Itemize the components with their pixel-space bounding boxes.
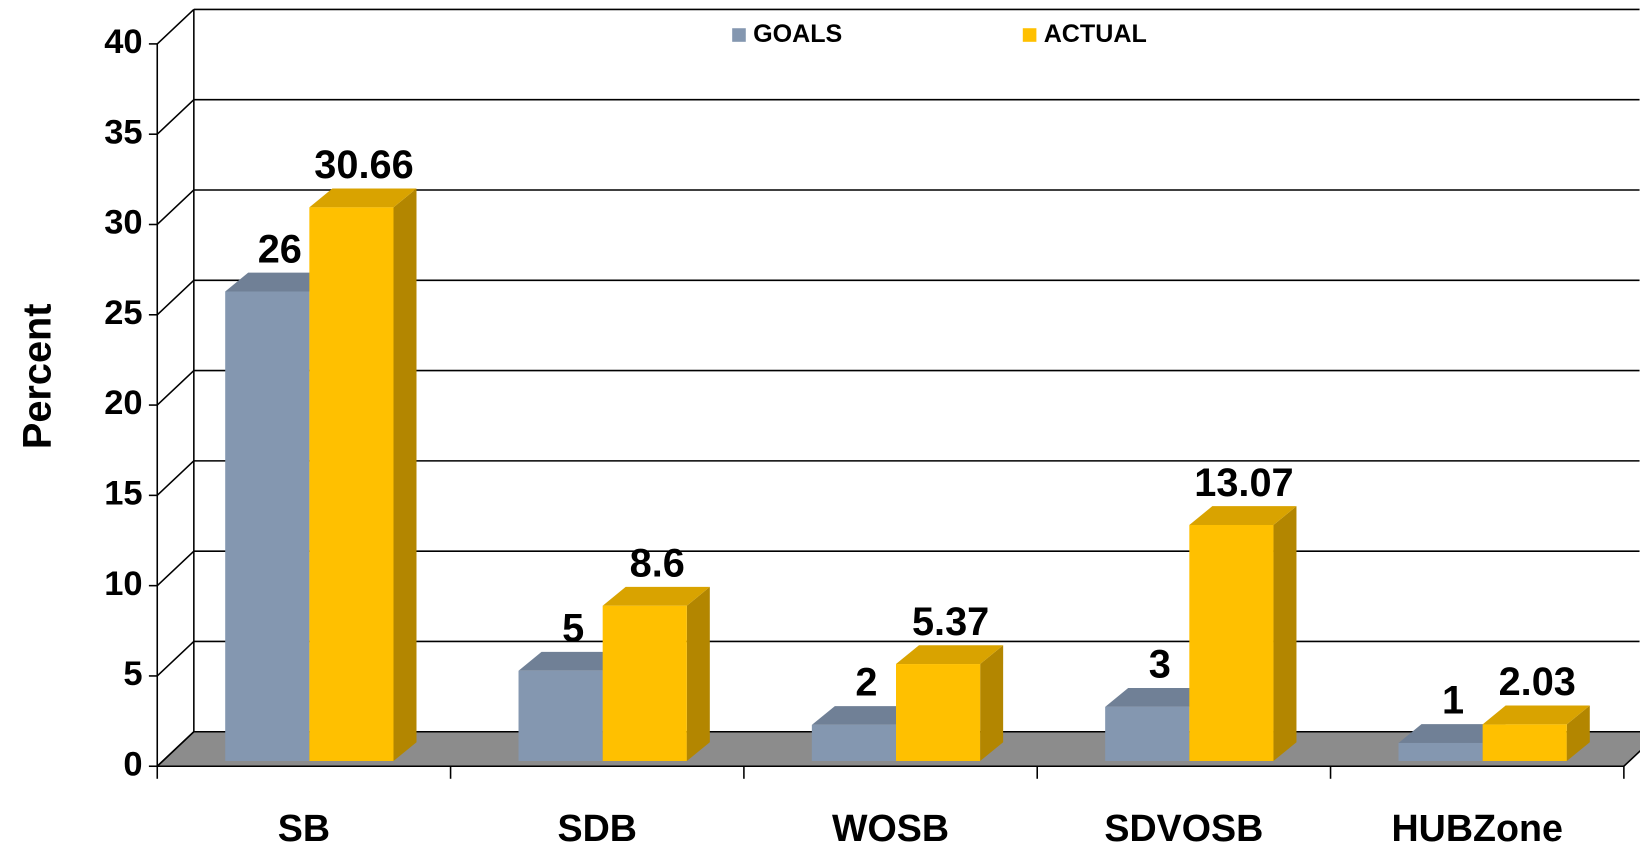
value-label: 30.66 xyxy=(314,143,413,187)
bar-side xyxy=(1273,506,1297,762)
bar-top xyxy=(309,188,417,208)
legend-swatch xyxy=(1022,28,1037,42)
bar xyxy=(1189,524,1274,762)
bar-top xyxy=(1398,724,1506,743)
grid-line-diagonal xyxy=(156,279,195,316)
grid-line-diagonal xyxy=(156,99,195,135)
y-tick-label: 5 xyxy=(123,655,142,693)
grid-line-diagonal xyxy=(156,8,195,45)
bar-side xyxy=(980,645,1004,762)
bar-top xyxy=(225,272,333,292)
x-tick-label: HUBZone xyxy=(1392,807,1563,849)
grid-line-diagonal xyxy=(156,189,195,226)
value-label: 2 xyxy=(855,661,877,705)
bar-top xyxy=(1482,705,1590,725)
bar xyxy=(1105,706,1190,762)
value-label: 8.6 xyxy=(630,541,685,585)
x-tick-label: WOSB xyxy=(832,807,949,849)
x-tick-label: SDVOSB xyxy=(1104,807,1263,849)
bar xyxy=(811,724,896,762)
bar xyxy=(895,664,981,762)
bar-top xyxy=(602,586,710,606)
grid-line-diagonal xyxy=(156,370,195,406)
bar xyxy=(602,605,687,762)
bar-top xyxy=(895,645,1004,665)
grid-line-diagonal xyxy=(156,550,195,587)
bar xyxy=(1482,724,1567,762)
bar-top xyxy=(1189,506,1297,525)
y-tick-label: 30 xyxy=(104,204,142,242)
y-tick-label: 25 xyxy=(104,294,142,332)
y-tick-label: 0 xyxy=(123,745,142,783)
bar-top xyxy=(811,706,919,725)
bar xyxy=(225,291,310,762)
legend-swatch xyxy=(732,28,746,42)
bar-top xyxy=(1105,688,1213,707)
y-tick-label: 40 xyxy=(104,23,142,61)
bar-top xyxy=(518,651,626,671)
value-label: 5.37 xyxy=(912,600,989,644)
x-tick-label: SDB xyxy=(558,807,637,849)
legend-label: ACTUAL xyxy=(1044,20,1147,48)
y-tick-label: 15 xyxy=(104,474,142,512)
y-tick-label: 10 xyxy=(104,565,142,603)
value-label: 26 xyxy=(258,227,302,271)
legend-label: GOALS xyxy=(753,20,842,48)
bar-side xyxy=(686,586,710,762)
y-tick-label: 35 xyxy=(104,113,142,151)
bar xyxy=(518,670,603,762)
x-tick-label: SB xyxy=(278,807,330,849)
value-label: 5 xyxy=(562,606,584,650)
value-label: 3 xyxy=(1149,643,1171,687)
y-tick-label: 20 xyxy=(104,384,142,422)
bar xyxy=(309,207,394,762)
bar xyxy=(1398,742,1483,762)
value-label: 13.07 xyxy=(1194,461,1293,505)
value-label: 1 xyxy=(1442,679,1464,723)
value-label: 2.03 xyxy=(1499,660,1576,704)
y-axis-label: Percent xyxy=(16,303,60,449)
bar-side xyxy=(393,188,417,762)
bar-side xyxy=(1566,705,1590,762)
grid-line-diagonal xyxy=(156,460,195,496)
grid-line-diagonal xyxy=(156,731,195,767)
grid-line-diagonal xyxy=(156,640,195,677)
